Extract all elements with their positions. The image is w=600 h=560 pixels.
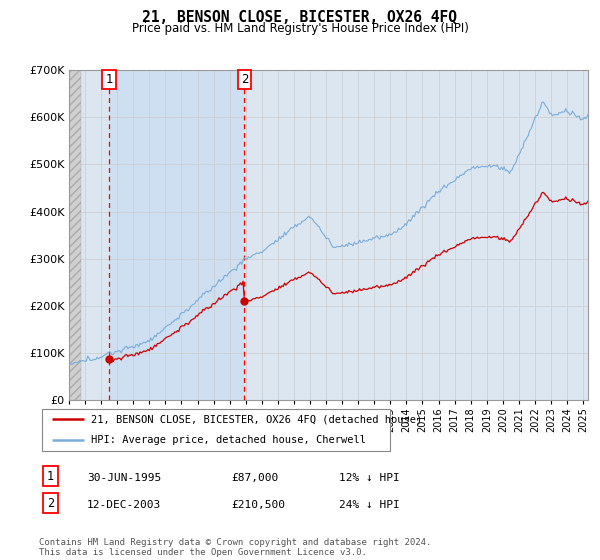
Text: Price paid vs. HM Land Registry's House Price Index (HPI): Price paid vs. HM Land Registry's House …: [131, 22, 469, 35]
Bar: [109, 70, 244, 400]
Text: 1: 1: [106, 73, 113, 86]
FancyBboxPatch shape: [42, 409, 390, 451]
Text: 12-DEC-2003: 12-DEC-2003: [87, 500, 161, 510]
Text: 2: 2: [241, 73, 248, 86]
Text: 12% ↓ HPI: 12% ↓ HPI: [339, 473, 400, 483]
Text: 1: 1: [47, 469, 54, 483]
Bar: [69, 70, 81, 400]
Text: 2: 2: [47, 497, 54, 510]
Text: 30-JUN-1995: 30-JUN-1995: [87, 473, 161, 483]
Text: 21, BENSON CLOSE, BICESTER, OX26 4FQ (detached house): 21, BENSON CLOSE, BICESTER, OX26 4FQ (de…: [91, 414, 422, 424]
Text: 24% ↓ HPI: 24% ↓ HPI: [339, 500, 400, 510]
Text: Contains HM Land Registry data © Crown copyright and database right 2024.
This d: Contains HM Land Registry data © Crown c…: [39, 538, 431, 557]
Text: £87,000: £87,000: [231, 473, 278, 483]
Text: 21, BENSON CLOSE, BICESTER, OX26 4FQ: 21, BENSON CLOSE, BICESTER, OX26 4FQ: [143, 10, 458, 25]
Text: HPI: Average price, detached house, Cherwell: HPI: Average price, detached house, Cher…: [91, 435, 366, 445]
Text: £210,500: £210,500: [231, 500, 285, 510]
